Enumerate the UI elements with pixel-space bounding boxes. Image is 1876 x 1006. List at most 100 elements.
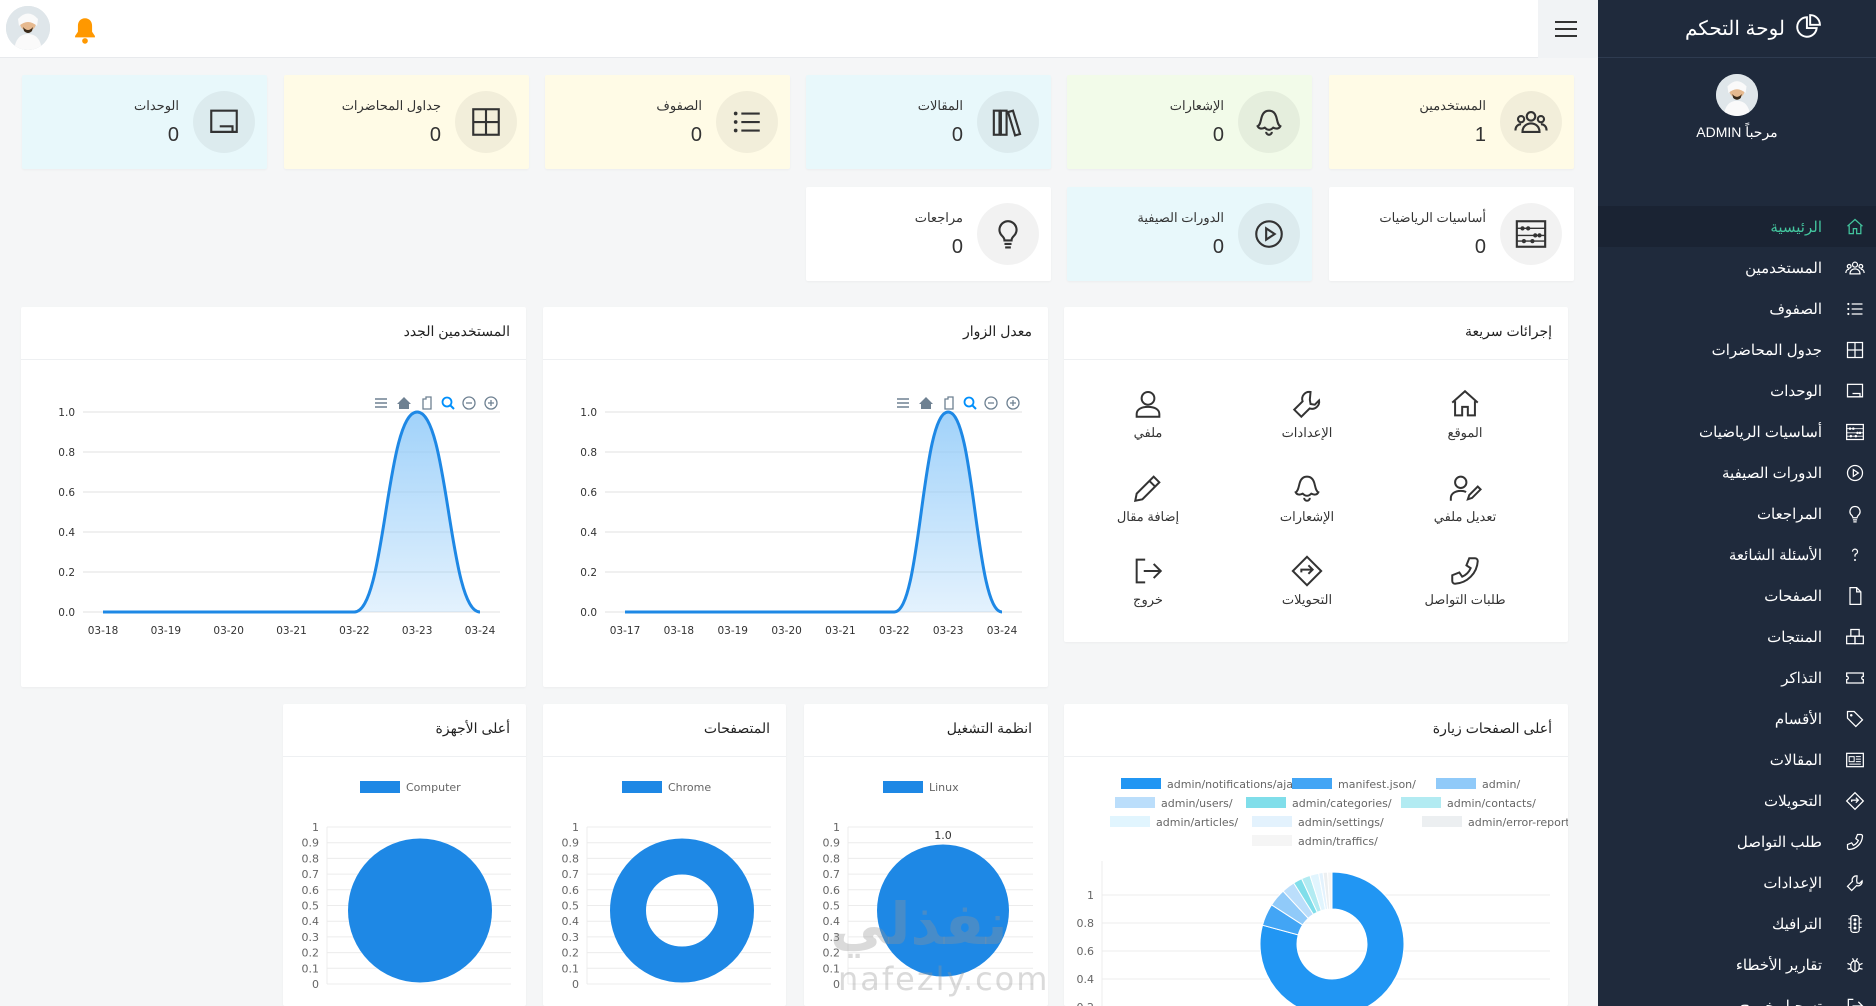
x-tick-label: 03-23 (402, 625, 433, 637)
quick-action-6[interactable]: طلبات التواصل (1410, 554, 1520, 608)
quick-action-8[interactable]: خروج (1093, 554, 1203, 608)
sidebar-item-label: جدول المحاضرات (1711, 341, 1822, 359)
y-tick-label: 0.8 (1077, 917, 1095, 930)
zoom-in-icon (484, 396, 498, 410)
sidebar-item-label: الدورات الصيفية (1722, 464, 1822, 482)
stat-card-1[interactable]: الإشعارات 0 (1067, 75, 1312, 169)
transfer-icon (1844, 790, 1866, 812)
sidebar-item-13[interactable]: المقالات (1598, 739, 1876, 780)
sidebar-item-label: الترافيك (1771, 915, 1822, 933)
sidebar-item-label: الأسئلة الشائعة (1728, 546, 1822, 564)
quick-action-label: التحويلات (1281, 592, 1333, 607)
top-pages-chart[interactable]: admin/notifications/ajax/manifest.json/a… (1064, 759, 1568, 1006)
legend-swatch (1436, 778, 1476, 789)
traffic-icon (1844, 913, 1866, 935)
y-tick-label: 0 (833, 978, 840, 991)
y-tick-label: 0.3 (302, 931, 320, 944)
sidebar-item-label: المقالات (1769, 751, 1822, 769)
stat-card-3[interactable]: الصفوف 0 (545, 75, 790, 169)
sidebar-item-label: المراجعات (1756, 505, 1822, 523)
stat-card-0[interactable]: المستخدمين 1 (1329, 75, 1574, 169)
bulb-icon (1844, 503, 1866, 525)
os-chart[interactable]: Linux 0 0.1 0.2 0.3 0.4 0.5 0.6 0.7 0.8 0.9 1 1.0 (804, 759, 1048, 1006)
y-tick-label: 1 (1087, 889, 1094, 902)
legend-label: admin/articles/ (1156, 816, 1238, 829)
stat-card-7[interactable]: الدورات الصيفية 0 (1067, 187, 1312, 281)
stat-value: 0 (429, 123, 441, 146)
sidebar-avatar[interactable] (1716, 74, 1758, 116)
stat-value: 0 (690, 123, 702, 146)
reset-zoom-icon (397, 397, 411, 409)
sidebar-item-3[interactable]: جدول المحاضرات (1598, 329, 1876, 370)
stat-card-6[interactable]: أساسيات الرياضيات 0 (1329, 187, 1574, 281)
y-tick-label: 0.8 (302, 852, 320, 865)
quick-action-0[interactable]: الموقع (1410, 387, 1520, 441)
sidebar-item-15[interactable]: طلب التواصل (1598, 821, 1876, 862)
y-tick-label: 0.2 (1077, 1001, 1095, 1006)
stat-card-8[interactable]: مراجعات 0 (806, 187, 1051, 281)
y-tick-label: 0.7 (302, 868, 320, 881)
sidebar-item-10[interactable]: المنتجات (1598, 616, 1876, 657)
stat-label: المقالات (917, 97, 963, 113)
sidebar-item-12[interactable]: الأقسام (1598, 698, 1876, 739)
stat-card-4[interactable]: جداول المحاضرات 0 (284, 75, 529, 169)
sidebar-user: مرحباً ADMIN (1598, 58, 1876, 206)
visitors-chart[interactable]: 0.0 0.2 0.4 0.6 0.8 1.0 03-17 03-18 03-19 03-20 03… (543, 362, 1048, 682)
logout-icon (1131, 554, 1165, 588)
browsers-chart[interactable]: Chrome 0 0.1 0.2 0.3 0.4 0.5 0.6 0.7 0.8 0.9 1 (543, 759, 786, 1006)
divider (21, 359, 526, 360)
stat-label: أساسيات الرياضيات (1379, 209, 1486, 225)
new-users-chart[interactable]: 0.0 0.2 0.4 0.6 0.8 1.0 03-18 03-19 03-20 03-21 03… (21, 362, 526, 682)
y-tick-label: 1 (312, 821, 319, 834)
transfer-icon (1290, 554, 1324, 588)
y-tick-label: 0.9 (562, 837, 580, 850)
quick-action-5[interactable]: إضافة مقال (1093, 471, 1203, 525)
table-icon (455, 91, 517, 153)
devices-chart[interactable]: Computer 0 0.1 0.2 0.3 0.4 0.5 0.6 0.7 0.8 0.9 1 (283, 759, 526, 1006)
sidebar-item-8[interactable]: الأسئلة الشائعة (1598, 534, 1876, 575)
quick-action-label: طلبات التواصل (1424, 592, 1506, 607)
sidebar-item-16[interactable]: الإعدادات (1598, 862, 1876, 903)
sidebar-item-2[interactable]: الصفوف (1598, 288, 1876, 329)
sidebar-item-18[interactable]: تقارير الأخطاء (1598, 944, 1876, 985)
quick-action-2[interactable]: ملفي (1093, 387, 1203, 441)
y-tick-label: 0.9 (302, 837, 320, 850)
sidebar-item-19[interactable]: تسجيل خروج (1598, 985, 1876, 1006)
notification-bell-icon[interactable] (68, 14, 102, 48)
sidebar-item-0[interactable]: الرئيسية (1598, 206, 1876, 247)
y-tick-label: 0.0 (58, 607, 75, 619)
sidebar-item-11[interactable]: التذاكر (1598, 657, 1876, 698)
top-pages-chart-title: أعلى الصفحات زيارة (1432, 720, 1552, 736)
quick-action-1[interactable]: الإعدادات (1252, 387, 1362, 441)
sidebar-item-5[interactable]: أساسيات الرياضيات (1598, 411, 1876, 452)
divider (1064, 359, 1568, 360)
sidebar-item-14[interactable]: التحويلات (1598, 780, 1876, 821)
quick-action-label: الإعدادات (1281, 425, 1333, 440)
zoom-out-icon (984, 396, 998, 410)
sidebar-item-6[interactable]: الدورات الصيفية (1598, 452, 1876, 493)
sidebar-item-9[interactable]: الصفحات (1598, 575, 1876, 616)
sidebar-item-label: الصفحات (1764, 587, 1822, 605)
quick-action-label: الموقع (1447, 425, 1483, 440)
stat-card-5[interactable]: الوحدات 0 (22, 75, 267, 169)
quick-action-4[interactable]: الإشعارات (1252, 471, 1362, 525)
y-tick-label: 0.8 (580, 447, 597, 459)
user-avatar[interactable] (6, 6, 50, 50)
sidebar-item-7[interactable]: المراجعات (1598, 493, 1876, 534)
y-tick-label: 0.7 (562, 868, 580, 881)
hamburger-menu-icon[interactable] (1555, 18, 1577, 40)
stat-card-2[interactable]: المقالات 0 (806, 75, 1051, 169)
sidebar-item-4[interactable]: الوحدات (1598, 370, 1876, 411)
sidebar-item-label: طلب التواصل (1736, 833, 1822, 851)
sidebar-item-label: المستخدمين (1745, 259, 1822, 277)
quick-action-7[interactable]: التحويلات (1252, 554, 1362, 608)
quick-action-3[interactable]: تعديل ملفي (1410, 471, 1520, 525)
y-tick-label: 0.1 (302, 962, 320, 975)
sidebar-item-1[interactable]: المستخدمين (1598, 247, 1876, 288)
sidebar-header: لوحة التحكم (1598, 0, 1876, 58)
boxes-icon (1844, 626, 1866, 648)
sidebar-item-17[interactable]: الترافيك (1598, 903, 1876, 944)
doughnut-slice (1326, 871, 1333, 910)
series-line (624, 410, 1003, 614)
legend-swatch (360, 781, 400, 793)
